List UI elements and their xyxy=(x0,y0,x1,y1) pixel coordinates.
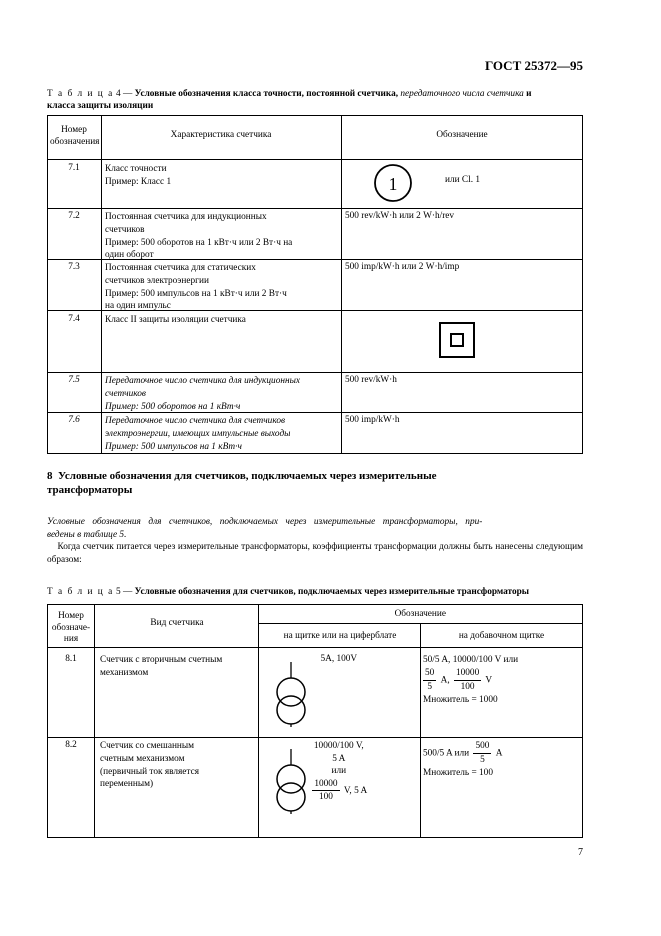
svg-text:1: 1 xyxy=(389,174,398,194)
